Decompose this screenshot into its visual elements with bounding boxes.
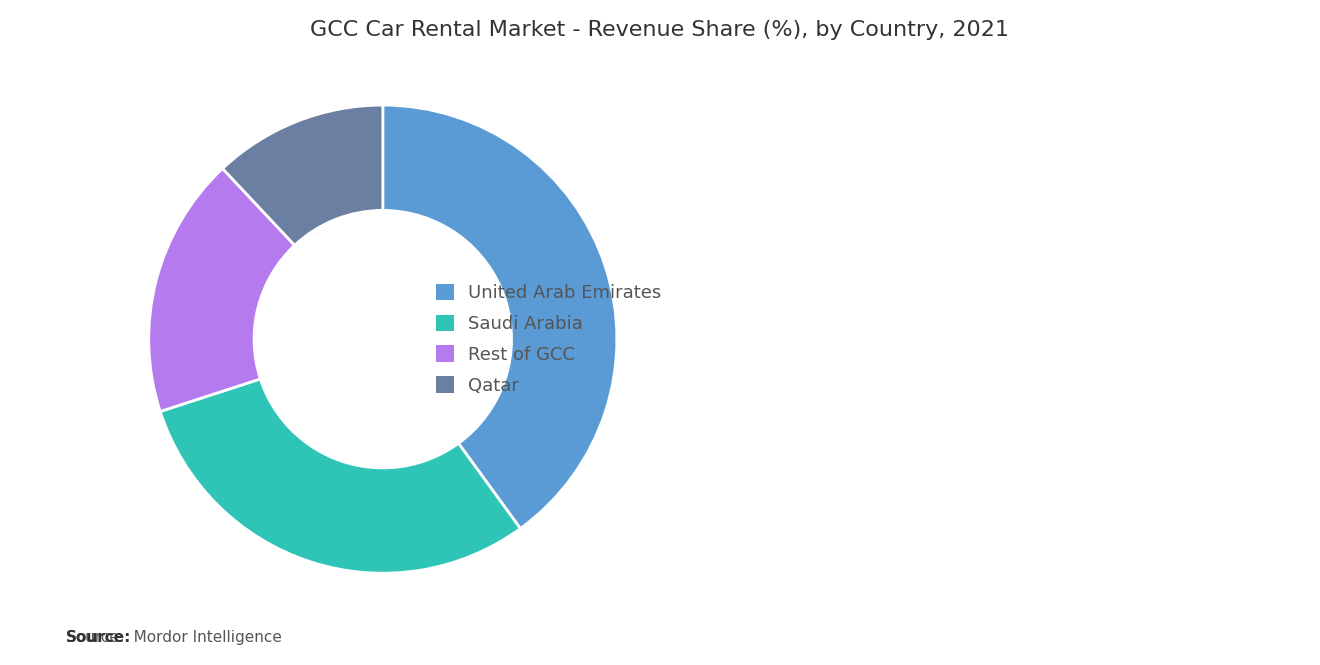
Text: Source:  Mordor Intelligence: Source: Mordor Intelligence xyxy=(66,630,282,645)
Text: Source:: Source: xyxy=(66,630,132,645)
Wedge shape xyxy=(383,105,616,529)
Text: GCC Car Rental Market - Revenue Share (%), by Country, 2021: GCC Car Rental Market - Revenue Share (%… xyxy=(310,20,1010,40)
Wedge shape xyxy=(160,379,520,573)
Legend: United Arab Emirates, Saudi Arabia, Rest of GCC, Qatar: United Arab Emirates, Saudi Arabia, Rest… xyxy=(426,275,671,404)
Wedge shape xyxy=(149,168,294,412)
Wedge shape xyxy=(223,105,383,245)
